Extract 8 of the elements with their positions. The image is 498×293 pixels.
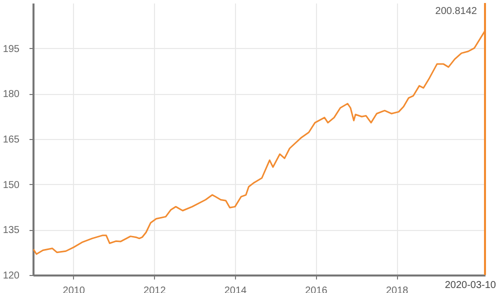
y-tick-label: 195 bbox=[2, 44, 20, 55]
text: 2020-03-10 bbox=[444, 280, 496, 291]
y-tick-label: 150 bbox=[2, 180, 20, 191]
y-tick-label: 180 bbox=[2, 89, 20, 100]
y-tick-label: 165 bbox=[2, 134, 20, 146]
annotation: 200.8142 bbox=[435, 6, 478, 17]
y-tick-label: 120 bbox=[2, 270, 20, 282]
y-tick-label: 135 bbox=[2, 225, 20, 236]
